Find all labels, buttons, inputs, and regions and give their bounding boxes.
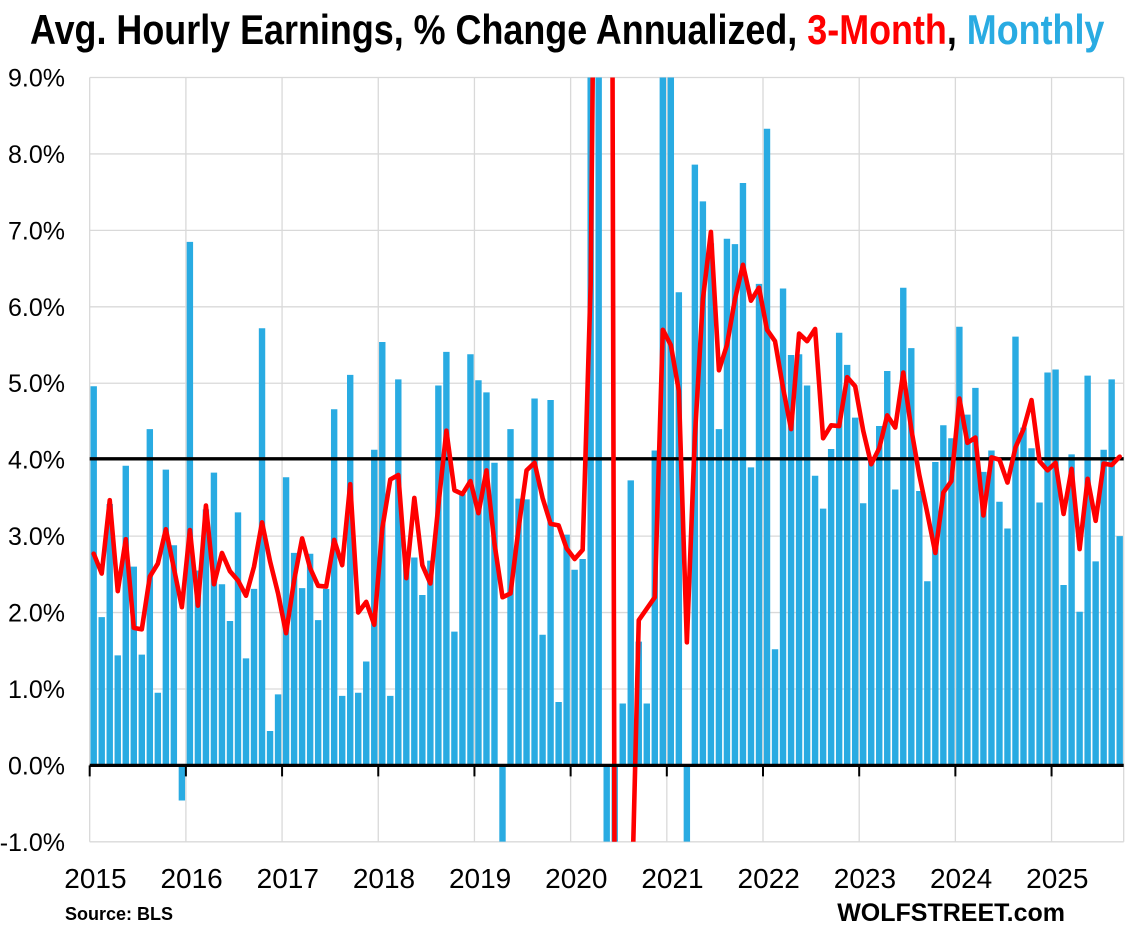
svg-text:3.0%: 3.0%	[8, 523, 65, 551]
svg-text:2019: 2019	[449, 863, 511, 894]
svg-text:2021: 2021	[641, 863, 703, 894]
svg-text:9.0%: 9.0%	[8, 65, 65, 93]
svg-text:2017: 2017	[257, 863, 319, 894]
svg-text:Source: BLS: Source: BLS	[65, 904, 173, 924]
svg-text:2018: 2018	[353, 863, 415, 894]
svg-text:6.0%: 6.0%	[8, 294, 65, 322]
svg-text:2020: 2020	[545, 863, 607, 894]
svg-text:2025: 2025	[1026, 863, 1088, 894]
svg-text:7.0%: 7.0%	[8, 217, 65, 245]
svg-text:2022: 2022	[738, 863, 800, 894]
svg-text:2015: 2015	[64, 863, 126, 894]
svg-text:Avg. Hourly Earnings, % Change: Avg. Hourly Earnings, % Change Annualize…	[30, 7, 1105, 53]
svg-text:8.0%: 8.0%	[8, 141, 65, 169]
svg-text:WOLFSTREET.com: WOLFSTREET.com	[837, 899, 1065, 927]
svg-text:0.0%: 0.0%	[8, 752, 65, 780]
svg-text:1.0%: 1.0%	[8, 676, 65, 704]
svg-text:2024: 2024	[930, 863, 992, 894]
svg-text:4.0%: 4.0%	[8, 447, 65, 475]
svg-text:-1.0%: -1.0%	[0, 829, 65, 857]
svg-text:5.0%: 5.0%	[8, 370, 65, 398]
svg-text:2016: 2016	[160, 863, 222, 894]
svg-text:2023: 2023	[834, 863, 896, 894]
svg-text:2.0%: 2.0%	[8, 600, 65, 628]
